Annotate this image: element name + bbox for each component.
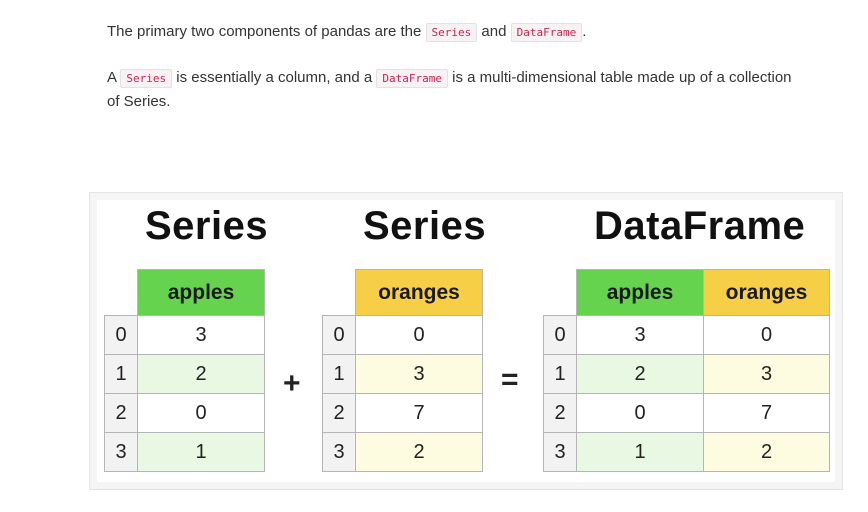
table-row: 0 3 0 bbox=[543, 315, 830, 355]
table-row: 1 3 bbox=[322, 354, 483, 394]
index-cell: 3 bbox=[543, 432, 577, 472]
apples-value-cell: 2 bbox=[576, 354, 704, 394]
equals-sign: = bbox=[501, 363, 519, 396]
oranges-header: oranges bbox=[703, 269, 830, 316]
apples-value-cell: 1 bbox=[137, 432, 265, 472]
oranges-value-cell: 3 bbox=[703, 354, 830, 394]
inline-code-dataframe: DataFrame bbox=[376, 69, 448, 88]
apples-value-cell: 0 bbox=[137, 393, 265, 433]
text-span: . bbox=[582, 23, 587, 40]
table-row: 3 2 bbox=[322, 432, 483, 472]
table-row: 3 1 bbox=[104, 432, 265, 472]
apples-value-cell: 2 bbox=[137, 354, 265, 394]
oranges-value-cell: 2 bbox=[355, 432, 483, 472]
text-span: The primary two components of pandas are… bbox=[107, 23, 426, 40]
apples-value-cell: 0 bbox=[576, 393, 704, 433]
apples-value-cell: 3 bbox=[137, 315, 265, 355]
inline-code-series: Series bbox=[120, 69, 173, 88]
text-span: and bbox=[477, 23, 511, 40]
series1-table: apples 0 3 1 2 2 0 3 1 bbox=[104, 269, 265, 472]
index-cell: 2 bbox=[104, 393, 138, 433]
apples-value-cell: 3 bbox=[576, 315, 704, 355]
oranges-value-cell: 3 bbox=[355, 354, 483, 394]
inline-code-series: Series bbox=[425, 23, 478, 42]
index-cell: 0 bbox=[543, 315, 577, 355]
text-span: A bbox=[107, 69, 121, 86]
intro-paragraph-2: A Series is essentially a column, and a … bbox=[107, 66, 807, 113]
table-row: 1 2 3 bbox=[543, 354, 830, 394]
index-cell: 0 bbox=[104, 315, 138, 355]
series2-title: Series bbox=[363, 204, 487, 248]
inline-code-dataframe: DataFrame bbox=[510, 23, 583, 42]
index-cell: 1 bbox=[543, 354, 577, 394]
dataframe-table: apples oranges 0 3 0 1 2 3 2 0 7 3 1 2 bbox=[543, 269, 830, 472]
index-cell: 3 bbox=[104, 432, 138, 472]
oranges-header: oranges bbox=[355, 269, 483, 316]
index-header-blank bbox=[323, 270, 356, 316]
oranges-value-cell: 0 bbox=[703, 315, 830, 355]
index-cell: 1 bbox=[322, 354, 356, 394]
apples-value-cell: 1 bbox=[576, 432, 704, 472]
index-cell: 0 bbox=[322, 315, 356, 355]
series2-table: oranges 0 0 1 3 2 7 3 2 bbox=[322, 269, 483, 472]
series1-title: Series bbox=[145, 204, 269, 248]
index-header-blank bbox=[544, 270, 577, 316]
plus-sign: + bbox=[283, 367, 301, 400]
table-row: 0 3 bbox=[104, 315, 265, 355]
oranges-value-cell: 2 bbox=[703, 432, 830, 472]
index-cell: 1 bbox=[104, 354, 138, 394]
index-cell: 3 bbox=[322, 432, 356, 472]
table-row: 0 0 bbox=[322, 315, 483, 355]
table-row: 2 0 7 bbox=[543, 393, 830, 433]
table-row: 1 2 bbox=[104, 354, 265, 394]
text-span: is essentially a column, and a bbox=[172, 69, 377, 86]
apples-header: apples bbox=[137, 269, 265, 316]
index-cell: 2 bbox=[322, 393, 356, 433]
oranges-value-cell: 7 bbox=[703, 393, 830, 433]
table-row: 2 7 bbox=[322, 393, 483, 433]
table-row: 3 1 2 bbox=[543, 432, 830, 472]
intro-paragraph-1: The primary two components of pandas are… bbox=[107, 20, 807, 44]
table-row: 2 0 bbox=[104, 393, 265, 433]
index-cell: 2 bbox=[543, 393, 577, 433]
dataframe-title: DataFrame bbox=[594, 204, 806, 248]
apples-header: apples bbox=[576, 269, 704, 316]
text-span: is a multi-dimensional table made up of … bbox=[107, 69, 792, 110]
oranges-value-cell: 7 bbox=[355, 393, 483, 433]
oranges-value-cell: 0 bbox=[355, 315, 483, 355]
index-header-blank bbox=[105, 270, 138, 316]
